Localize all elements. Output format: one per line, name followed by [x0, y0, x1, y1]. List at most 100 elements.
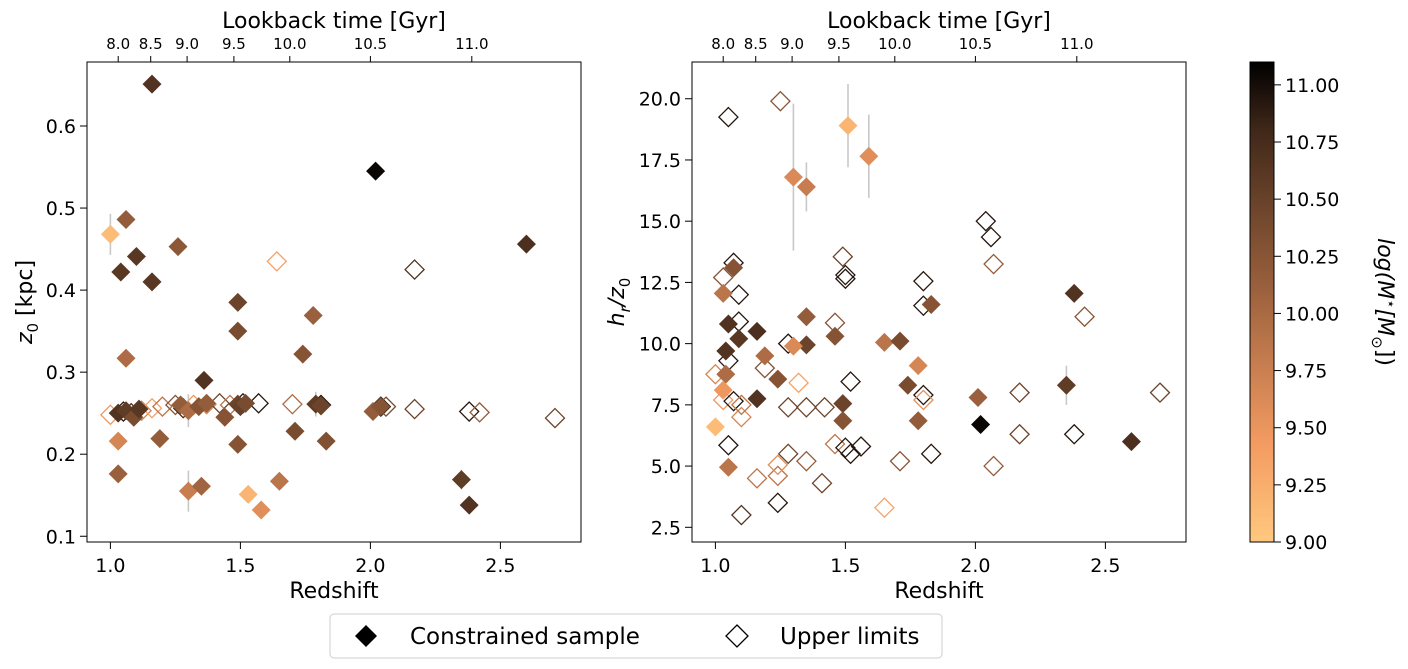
- constrained-point: [129, 399, 149, 419]
- constrained-point: [516, 234, 536, 254]
- colorbar-tick-label: 9.75: [1285, 361, 1327, 383]
- left-panel: Lookback time [Gyr] 8.0 8.5 9.0 9.5 10.0 10.5…: [13, 9, 582, 604]
- upper-limit-point: [912, 384, 934, 406]
- constrained-point: [908, 411, 928, 431]
- constrained-point: [100, 224, 120, 244]
- constrained-point: [142, 74, 162, 94]
- colorbar-tick-label: 11.00: [1285, 75, 1339, 97]
- upper-limit-point: [840, 371, 862, 393]
- left-y-axis-label: z0 [kpc]: [13, 260, 42, 345]
- constrained-point: [833, 411, 853, 431]
- legend-constrained-marker: [355, 625, 377, 647]
- upper-limit-point: [717, 434, 739, 456]
- x-tick-label: 1.0: [700, 555, 730, 577]
- upper-limit-point: [469, 401, 491, 423]
- constrained-point: [1121, 432, 1141, 452]
- y-tick-label: 7.5: [651, 395, 681, 417]
- right-upper-limit-markers: [704, 90, 1171, 526]
- upper-limit-point: [769, 90, 791, 112]
- upper-limit-point: [920, 443, 942, 465]
- colorbar-label: log(M⋆[M⊙]): [1368, 238, 1400, 366]
- constrained-point: [968, 388, 988, 408]
- upper-limit-point: [850, 436, 872, 457]
- upper-limit-point: [1009, 423, 1031, 445]
- legend: Constrained sample Upper limits: [329, 613, 943, 659]
- right-y-ticks: 2.5 5.0 7.5 10.0 12.5 15.0 17.5 20.0: [639, 89, 692, 539]
- right-constrained-markers: [705, 116, 1141, 477]
- top-tick-label: 10.0: [273, 35, 306, 53]
- y-tick-label: 20.0: [639, 89, 681, 111]
- left-x-axis-label: Redshift: [289, 579, 379, 604]
- constrained-point: [251, 500, 271, 520]
- top-tick-label: 9.5: [222, 35, 246, 53]
- colorbar-tick-label: 10.00: [1285, 303, 1339, 325]
- constrained-point: [236, 393, 256, 413]
- top-tick-label: 9.0: [175, 35, 199, 53]
- upper-limit-point: [824, 433, 846, 455]
- colorbar-tick-label: 10.50: [1285, 189, 1339, 211]
- colorbar-ticks: 9.00 9.25 9.50 9.75 10.00 10.25 10.50 10.75 11.0…: [1274, 75, 1339, 554]
- left-constrained-markers: [100, 74, 536, 520]
- constrained-point: [238, 484, 258, 504]
- y-tick-label: 0.1: [46, 526, 76, 548]
- upper-limit-point: [141, 397, 163, 419]
- top-tick-label: 11.0: [455, 35, 488, 53]
- constrained-point: [366, 161, 386, 181]
- upper-limit-point: [980, 226, 1002, 248]
- upper-limit-point: [404, 398, 426, 420]
- upper-limit-point: [767, 492, 789, 514]
- y-tick-label: 15.0: [639, 211, 681, 233]
- x-tick-label: 2.5: [1090, 555, 1120, 577]
- colorbar-tick-label: 10.25: [1285, 246, 1339, 268]
- upper-limit-point: [777, 396, 799, 418]
- y-tick-label: 12.5: [639, 272, 681, 294]
- constrained-point: [215, 407, 235, 427]
- constrained-point: [747, 389, 767, 409]
- constrained-point: [724, 258, 744, 278]
- upper-limit-point: [248, 392, 270, 414]
- constrained-point: [150, 429, 170, 449]
- upper-limit-point: [834, 264, 856, 286]
- legend-upper-limit-marker: [725, 624, 749, 648]
- constrained-point: [898, 375, 918, 395]
- colorbar-gradient: [1249, 61, 1275, 543]
- upper-limit-point: [795, 450, 817, 472]
- right-plot-frame: [691, 61, 1187, 543]
- constrained-point: [838, 116, 858, 136]
- right-top-ticks: 8.0 8.5 9.0 9.5 10.0 10.5 11.0: [711, 35, 1094, 62]
- constrained-point: [796, 307, 816, 327]
- constrained-point: [890, 331, 910, 351]
- upper-limit-point: [840, 443, 862, 465]
- upper-limit-point: [1149, 382, 1171, 404]
- constrained-point: [796, 177, 816, 197]
- left-y-ticks: 0.1 0.2 0.3 0.4 0.5 0.6: [46, 116, 87, 548]
- constrained-point: [908, 356, 928, 376]
- upper-limit-point: [404, 259, 426, 281]
- constrained-point: [451, 470, 471, 490]
- left-error-bars: [109, 213, 463, 512]
- constrained-point: [228, 292, 248, 312]
- top-tick-label: 8.0: [711, 35, 735, 53]
- upper-limit-point: [266, 250, 288, 272]
- constrained-point: [142, 272, 162, 292]
- left-upper-limit-markers: [99, 250, 566, 429]
- upper-limit-point: [834, 268, 856, 290]
- x-tick-label: 1.0: [95, 555, 125, 577]
- x-tick-label: 2.0: [355, 555, 385, 577]
- upper-limit-point: [983, 455, 1005, 477]
- constrained-point: [1064, 283, 1084, 303]
- constrained-point: [755, 346, 775, 366]
- x-tick-label: 2.0: [960, 555, 990, 577]
- constrained-point: [825, 326, 845, 346]
- constrained-point: [718, 457, 738, 477]
- upper-limit-point: [983, 253, 1005, 275]
- constrained-point: [796, 335, 816, 355]
- upper-limit-point: [754, 357, 776, 379]
- right-x-axis-label: Redshift: [894, 579, 984, 604]
- upper-limit-point: [811, 472, 833, 494]
- colorbar-tick-label: 10.75: [1285, 132, 1339, 154]
- constrained-point: [303, 306, 323, 326]
- constrained-point: [459, 495, 479, 515]
- left-top-axis-label: Lookback time [Gyr]: [222, 9, 446, 34]
